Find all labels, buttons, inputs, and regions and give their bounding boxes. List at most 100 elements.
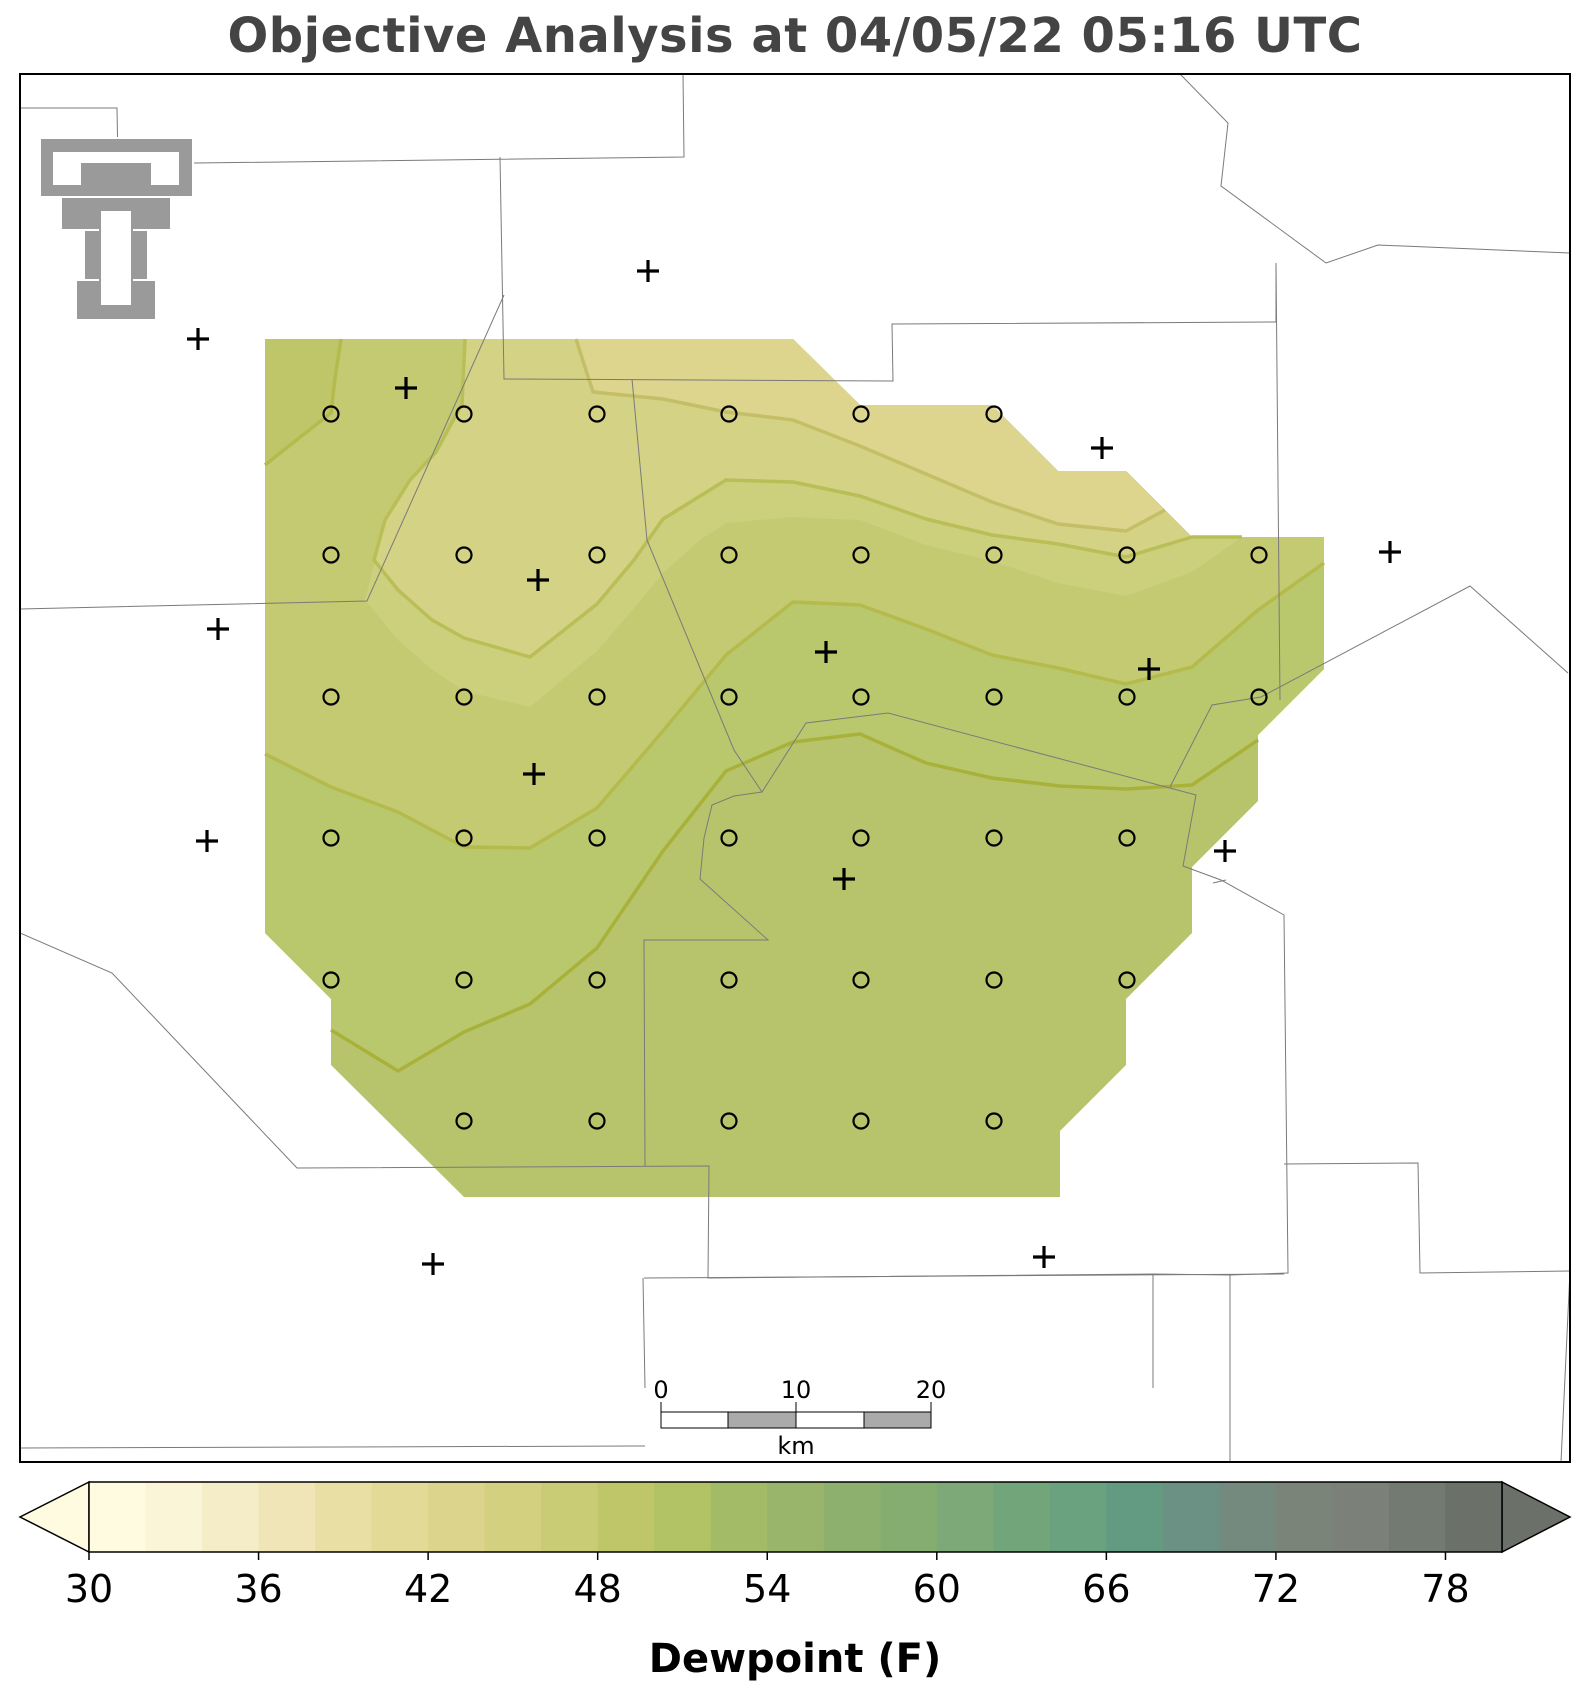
grid-points: [322, 405, 1268, 1130]
grid-point: [588, 1112, 606, 1130]
grid-point: [985, 546, 1003, 564]
grid-point: [455, 829, 473, 847]
station-marker: [1033, 1246, 1055, 1268]
grid-point: [852, 971, 870, 989]
contour-42: [574, 338, 1166, 533]
grid-point: [985, 971, 1003, 989]
colorbar-swatch: [428, 1482, 486, 1552]
colorbar-tick-label: 30: [65, 1567, 113, 1611]
colorbar-swatch: [1219, 1482, 1277, 1552]
band-42-44: [576, 339, 1163, 531]
grid-point: [1250, 688, 1268, 706]
station-marker: [422, 1253, 444, 1275]
grid-point: [322, 546, 340, 564]
grid-point: [588, 688, 606, 706]
grid-point: [1250, 546, 1268, 564]
colorbar-swatch: [1275, 1482, 1333, 1552]
grid-point: [852, 688, 870, 706]
grid-point: [1118, 688, 1136, 706]
colorbar-tick-label: 72: [1252, 1567, 1300, 1611]
scale-bar-label: 0: [653, 1376, 668, 1404]
colorbar-tick-label: 78: [1421, 1567, 1469, 1611]
colorbar-swatch: [710, 1482, 768, 1552]
scale-bar: 0 10 20 km: [653, 1376, 946, 1460]
contour-48: [330, 732, 1259, 1073]
station-marker: [395, 377, 417, 399]
grid-point: [852, 829, 870, 847]
colorbar-swatch: [1445, 1482, 1503, 1552]
grid-point: [588, 405, 606, 423]
grid-point: [588, 971, 606, 989]
grid-point: [985, 405, 1003, 423]
grid-point: [720, 688, 738, 706]
grid-point: [455, 1112, 473, 1130]
grid-point: [322, 971, 340, 989]
colorbar-swatch: [597, 1482, 655, 1552]
colorbar-frame: [88, 1481, 1503, 1553]
colorbar-swatch: [1388, 1482, 1446, 1552]
double-t-logo-icon: [39, 137, 194, 321]
station-marker: [1091, 437, 1113, 459]
colorbar-swatch: [89, 1482, 147, 1552]
scale-bar-label: 10: [781, 1376, 812, 1404]
station-marker: [196, 830, 218, 852]
station-marker: [833, 868, 855, 890]
colorbar-swatch: [145, 1482, 203, 1552]
grid-point: [322, 688, 340, 706]
station-marker: [187, 328, 209, 350]
map-frame: [19, 73, 1571, 1463]
station-marker: [815, 641, 837, 663]
grid-point: [720, 546, 738, 564]
station-marker: [523, 763, 545, 785]
colorbar-swatch: [767, 1482, 825, 1552]
colorbar-swatch: [880, 1482, 938, 1552]
colorbar-swatch: [202, 1482, 260, 1552]
colorbar-swatch: [315, 1482, 373, 1552]
band-50-52-nw: [265, 339, 341, 465]
colorbar-extend-high: [1501, 1480, 1572, 1554]
colorbar-tick-label: 42: [404, 1567, 452, 1611]
colorbar-swatch: [823, 1482, 881, 1552]
colorbar-swatch: [1162, 1482, 1220, 1552]
colorbar-ticks: 30 36 42 48 54 60 66 72 78: [65, 1552, 1470, 1611]
colorbar-tick-label: 48: [574, 1567, 622, 1611]
colorbar-swatch: [654, 1482, 712, 1552]
station-marker: [207, 618, 229, 640]
map-title: Objective Analysis at 04/05/22 05:16 UTC: [227, 8, 1363, 64]
scale-bar-unit: km: [777, 1432, 814, 1460]
grid-point: [720, 971, 738, 989]
grid-point: [455, 546, 473, 564]
station-marker: [637, 260, 659, 282]
grid-point: [455, 688, 473, 706]
grid-point: [1118, 546, 1136, 564]
grid-point: [1118, 971, 1136, 989]
colorbar-swatch: [1049, 1482, 1107, 1552]
colorbar: [18, 1480, 1572, 1554]
grid-point: [588, 829, 606, 847]
grid-point: [852, 1112, 870, 1130]
grid-point: [852, 546, 870, 564]
grid-point: [985, 688, 1003, 706]
grid-point: [720, 405, 738, 423]
colorbar-swatch: [258, 1482, 316, 1552]
colorbar-swatch: [1106, 1482, 1164, 1552]
grid-point: [588, 546, 606, 564]
colorbar-swatch: [936, 1482, 994, 1552]
colorbar-swatch: [993, 1482, 1051, 1552]
contour-46: [263, 338, 343, 467]
grid-point: [322, 829, 340, 847]
colorbar-swatch: [1332, 1482, 1390, 1552]
grid-point: [985, 1112, 1003, 1130]
colorbar-swatch: [371, 1482, 429, 1552]
colorbar-tick-label: 36: [234, 1567, 282, 1611]
colorbar-swatch: [541, 1482, 599, 1552]
contour-44: [372, 338, 1242, 659]
grid-point: [1118, 829, 1136, 847]
grid-point: [985, 829, 1003, 847]
grid-point: [455, 405, 473, 423]
station-marker: [1214, 840, 1236, 862]
band-44-46: [374, 339, 1192, 657]
scale-bar-label: 20: [916, 1376, 947, 1404]
colorbar-swatch: [484, 1482, 542, 1552]
